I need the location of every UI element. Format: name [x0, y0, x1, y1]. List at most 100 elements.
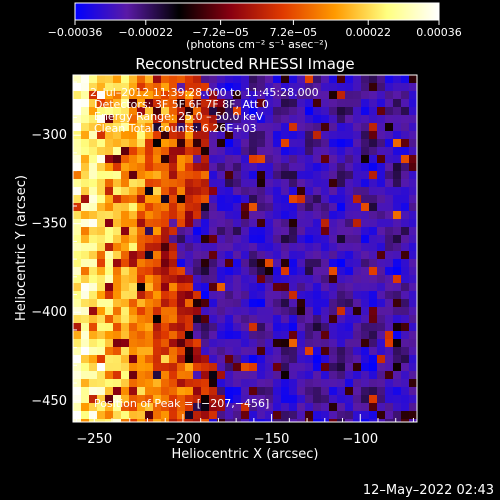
- heat-pixel: [297, 355, 306, 364]
- heat-pixel: [113, 275, 122, 284]
- heat-pixel: [249, 291, 258, 300]
- heat-pixel: [153, 219, 162, 228]
- heat-pixel: [369, 395, 378, 404]
- heat-pixel: [369, 115, 378, 124]
- heat-pixel: [385, 323, 394, 332]
- heat-pixel: [329, 371, 338, 380]
- heat-pixel: [137, 315, 146, 324]
- heat-pixel: [353, 379, 362, 388]
- heat-pixel: [361, 139, 370, 148]
- heat-pixel: [105, 371, 114, 380]
- heat-pixel: [97, 379, 106, 388]
- heat-pixel: [121, 187, 130, 196]
- heat-pixel: [81, 259, 90, 268]
- heat-pixel: [345, 75, 354, 84]
- heat-pixel: [105, 355, 114, 364]
- heat-pixel: [249, 251, 258, 260]
- heat-pixel: [257, 331, 266, 340]
- heat-pixel: [401, 419, 410, 422]
- heat-pixel: [345, 211, 354, 220]
- heat-pixel: [89, 219, 98, 228]
- heat-pixel: [305, 83, 314, 92]
- heat-pixel: [153, 299, 162, 308]
- heat-pixel: [225, 107, 234, 116]
- heat-pixel: [241, 163, 250, 172]
- heat-pixel: [297, 291, 306, 300]
- heat-pixel: [385, 187, 394, 196]
- heat-pixel: [337, 395, 346, 404]
- heat-pixel: [409, 411, 417, 420]
- heat-pixel: [321, 251, 330, 260]
- heat-pixel: [297, 131, 306, 140]
- heat-pixel: [265, 163, 274, 172]
- heat-pixel: [281, 395, 290, 404]
- heat-pixel: [361, 363, 370, 372]
- heat-pixel: [361, 195, 370, 204]
- heat-pixel: [369, 331, 378, 340]
- heat-pixel: [161, 211, 170, 220]
- heat-pixel: [289, 219, 298, 228]
- heat-pixel: [321, 323, 330, 332]
- heat-pixel: [345, 187, 354, 196]
- heat-pixel: [97, 243, 106, 252]
- heat-pixel: [385, 195, 394, 204]
- heat-pixel: [385, 251, 394, 260]
- heat-pixel: [97, 323, 106, 332]
- heat-pixel: [225, 155, 234, 164]
- heat-pixel: [81, 107, 90, 116]
- heat-pixel: [393, 227, 402, 236]
- heat-pixel: [177, 339, 186, 348]
- heat-pixel: [185, 155, 194, 164]
- heat-pixel: [121, 387, 130, 396]
- heat-pixel: [305, 107, 314, 116]
- heat-pixel: [169, 411, 178, 420]
- heat-pixel: [329, 275, 338, 284]
- heat-pixel: [393, 363, 402, 372]
- heat-pixel: [169, 363, 178, 372]
- heat-pixel: [385, 75, 394, 84]
- heat-pixel: [281, 283, 290, 292]
- heat-pixel: [161, 107, 170, 116]
- heat-pixel: [81, 123, 90, 132]
- heat-pixel: [209, 171, 218, 180]
- heat-pixel: [161, 147, 170, 156]
- heat-pixel: [313, 147, 322, 156]
- heat-pixel: [121, 331, 130, 340]
- heat-pixel: [113, 251, 122, 260]
- heat-pixel: [145, 187, 154, 196]
- heat-pixel: [393, 355, 402, 364]
- heat-pixel: [273, 259, 282, 268]
- heat-pixel: [305, 211, 314, 220]
- heat-pixel: [193, 259, 202, 268]
- x-axis: −250 −200 −150 −100: [76, 414, 414, 447]
- heat-pixel: [409, 75, 417, 84]
- heat-pixel: [161, 267, 170, 276]
- heat-pixel: [153, 347, 162, 356]
- heat-pixel: [385, 331, 394, 340]
- heat-pixel: [401, 307, 410, 316]
- heat-pixel: [73, 259, 82, 268]
- heat-pixel: [185, 171, 194, 180]
- heat-pixel: [385, 99, 394, 108]
- heat-pixel: [153, 363, 162, 372]
- heat-pixel: [257, 299, 266, 308]
- heat-pixel: [329, 267, 338, 276]
- heat-pixel: [257, 83, 266, 92]
- heat-pixel: [393, 171, 402, 180]
- heat-pixel: [145, 323, 154, 332]
- heat-pixel: [193, 243, 202, 252]
- heat-pixel: [177, 211, 186, 220]
- heat-pixel: [369, 155, 378, 164]
- heat-pixel: [409, 267, 417, 276]
- heat-pixel: [313, 195, 322, 204]
- heat-pixel: [409, 323, 417, 332]
- heat-pixel: [201, 267, 210, 276]
- heat-pixel: [217, 291, 226, 300]
- heat-pixel: [145, 395, 154, 404]
- heat-pixel: [185, 275, 194, 284]
- heat-pixel: [329, 331, 338, 340]
- colorbar-tick-label: −7.2e−05: [192, 26, 249, 39]
- heat-pixel: [97, 363, 106, 372]
- heat-pixel: [209, 203, 218, 212]
- heat-pixel: [385, 275, 394, 284]
